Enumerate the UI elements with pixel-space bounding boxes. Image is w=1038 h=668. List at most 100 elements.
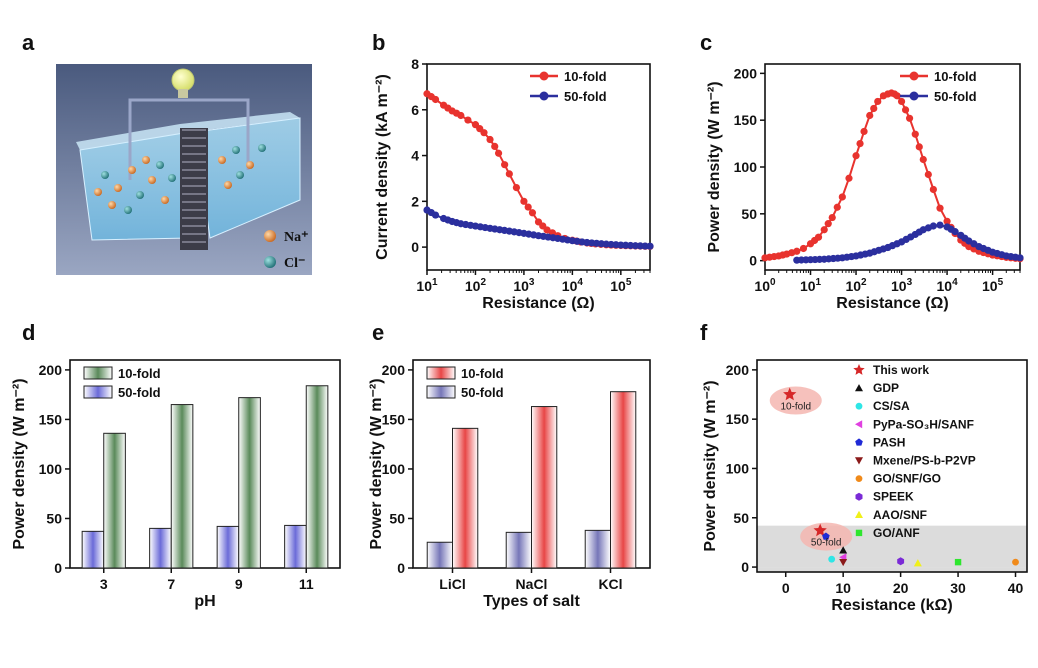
c-series-point — [799, 244, 808, 253]
c-xtick-label: 104 — [937, 277, 959, 294]
panel-letter-a: a — [22, 30, 35, 55]
b-legend-label: 50-fold — [564, 89, 607, 104]
d-legend-label: 10-fold — [118, 366, 161, 381]
d-ytick-label: 200 — [39, 362, 63, 378]
f-point-7 — [897, 557, 905, 566]
left-reservoir — [79, 131, 191, 241]
d-bar-10fold — [170, 404, 194, 569]
f-point-0 — [783, 387, 797, 401]
f-ylabel: Power density (W m⁻²) — [702, 380, 719, 551]
panel-letter-f: f — [700, 320, 708, 345]
f-legend-label: GDP — [873, 381, 899, 395]
panel-letter-b: b — [372, 30, 385, 55]
d-bar-50fold — [81, 530, 105, 569]
c-series-point — [901, 106, 910, 114]
f-point-5 — [839, 558, 848, 567]
b-series-point — [480, 129, 488, 137]
c-series-point — [936, 221, 944, 229]
chart-f: 0 50 100 150 200 0 10 20 30 40 This work GDP CS/SA Py… — [702, 359, 1028, 614]
d-legend-label: 50-fold — [118, 385, 161, 400]
f-xtick-label: 30 — [950, 580, 966, 596]
f-ytick-label: 200 — [726, 362, 750, 378]
f-ytick-label: 50 — [733, 510, 749, 526]
d-legend-swatch — [83, 385, 113, 399]
b-ytick-label: 4 — [411, 148, 419, 164]
f-legend-marker — [855, 402, 863, 410]
f-annotation-ellipse — [769, 386, 822, 415]
f-xtick-label: 40 — [1008, 580, 1024, 596]
f-legend-marker — [855, 492, 863, 501]
b-legend-label: 10-fold — [564, 69, 607, 84]
c-ytick-label: 0 — [749, 253, 757, 269]
e-xlabel: Types of salt — [483, 593, 580, 610]
c-xtick-label: 101 — [800, 277, 822, 294]
c-legend-marker — [909, 71, 919, 81]
d-ytick-label: 150 — [39, 411, 63, 427]
f-legend-marker — [855, 529, 863, 537]
f-legend-marker — [855, 457, 863, 465]
chart-e: 0 50 100 150 200 LiCl NaCl KCl 10-fold 50-fold Pow… — [368, 359, 651, 610]
f-legend-marker — [855, 384, 863, 392]
f-point-4 — [822, 532, 830, 540]
b-xlabel: Resistance (Ω) — [482, 295, 594, 312]
c-series-point — [824, 220, 832, 228]
f-shaded-band-base — [757, 567, 1027, 572]
f-legend-marker — [855, 420, 863, 429]
c-series-point — [929, 222, 937, 230]
chart-c: 0 50 100 150 200 100 101 102 103 104 105 10-fold 50-… — [706, 63, 1024, 312]
b-series-point — [501, 161, 509, 169]
e-ytick-label: 100 — [382, 461, 406, 477]
f-point-8 — [913, 559, 922, 567]
d-bar-10fold — [103, 432, 126, 569]
b-series-point — [431, 211, 440, 219]
c-xtick-label: 102 — [845, 277, 867, 294]
b-ytick-label: 8 — [411, 56, 419, 72]
d-bar-50fold — [216, 525, 240, 569]
f-point-0 — [813, 523, 827, 537]
e-ylabel: Power density (W m⁻²) — [368, 378, 385, 549]
b-series-point — [512, 184, 521, 192]
c-series-point — [828, 213, 836, 222]
f-ytick-label: 150 — [726, 411, 750, 427]
c-series-point — [936, 204, 944, 212]
circuit-wire — [128, 98, 250, 180]
f-legend-label: PyPa-SO₃H/SANF — [873, 417, 974, 431]
b-xtick-label: 102 — [465, 277, 487, 294]
f-legend-label: Mxene/PS-b-P2VP — [873, 454, 976, 468]
c-series-point — [951, 228, 959, 236]
b-series-point — [494, 149, 503, 157]
e-bar-10fold — [610, 391, 637, 569]
c-series-point — [820, 226, 828, 234]
f-legend-marker — [855, 510, 863, 518]
b-series-point — [646, 242, 654, 250]
e-bar-10fold — [452, 427, 479, 569]
c-series-point — [856, 139, 864, 148]
d-ytick-label: 100 — [39, 461, 63, 477]
c-series-point — [852, 152, 860, 160]
c-series-point — [833, 203, 841, 211]
e-ytick-label: 0 — [397, 560, 405, 576]
b-series-point — [486, 135, 494, 144]
c-series-point — [911, 130, 919, 138]
c-series-point — [919, 155, 927, 164]
c-series-point — [860, 127, 868, 136]
c-series-point — [924, 170, 932, 179]
f-legend-label: GO/ANF — [873, 526, 920, 540]
f-ytick-label: 0 — [741, 559, 749, 575]
d-ylabel: Power density (W m⁻²) — [11, 378, 28, 549]
f-point-1 — [839, 546, 848, 554]
f-xtick-label: 10 — [835, 580, 851, 596]
d-ytick-label: 0 — [54, 560, 62, 576]
c-legend-label: 50-fold — [934, 89, 977, 104]
b-series-point — [491, 142, 499, 150]
chloride-ion-label: Cl⁻ — [284, 256, 305, 271]
ions — [94, 144, 266, 214]
f-xtick-label: 0 — [782, 580, 790, 596]
c-series-point — [845, 174, 853, 182]
f-point-2 — [828, 555, 836, 563]
b-legend-marker — [539, 91, 549, 101]
c-series-point — [870, 104, 878, 113]
f-frame — [756, 359, 1028, 573]
c-xtick-label: 100 — [754, 277, 776, 294]
